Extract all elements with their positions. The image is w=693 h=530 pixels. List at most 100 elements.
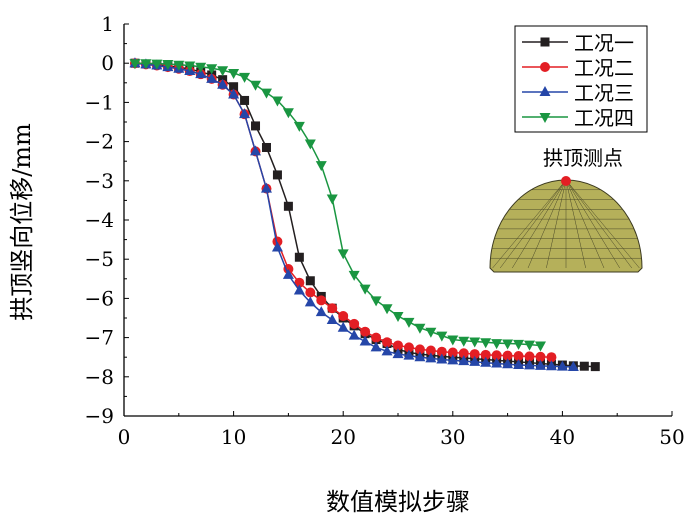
data-point (326, 194, 338, 205)
data-point (513, 351, 524, 362)
data-point (162, 59, 174, 70)
data-point (294, 252, 304, 262)
data-point (546, 352, 557, 363)
data-point (217, 78, 229, 89)
data-point (513, 339, 525, 350)
data-point (403, 349, 415, 360)
y-tick-label: −8 (85, 365, 114, 389)
data-point (458, 348, 469, 359)
data-point (392, 348, 404, 359)
data-point (195, 62, 207, 73)
data-point (250, 145, 262, 156)
data-point (304, 139, 316, 150)
data-point (151, 59, 163, 70)
data-point (480, 349, 491, 360)
data-point (480, 338, 492, 349)
data-point (436, 353, 448, 364)
data-point (535, 351, 546, 362)
data-point (502, 339, 514, 350)
data-point (436, 331, 448, 342)
data-point (469, 337, 481, 348)
legend-marker (539, 113, 551, 123)
data-point (337, 249, 349, 260)
mesh-line (565, 179, 640, 269)
data-point (590, 362, 600, 372)
y-tick-label: −3 (85, 169, 114, 193)
data-point (282, 108, 294, 119)
data-point (556, 360, 568, 371)
data-point (348, 270, 360, 281)
data-point (338, 311, 349, 322)
dome-inset: 拱顶测点 (489, 146, 643, 273)
data-point (140, 59, 152, 70)
series-3 (129, 57, 579, 371)
data-point (260, 88, 272, 99)
data-point (315, 306, 327, 317)
mesh-line (512, 179, 567, 269)
data-point (425, 345, 436, 356)
data-point (129, 59, 141, 70)
data-point (239, 72, 251, 83)
data-point (524, 351, 535, 362)
data-point (447, 354, 459, 365)
y-tick-label: −1 (85, 90, 114, 114)
data-point (359, 284, 371, 295)
data-point (567, 361, 579, 371)
data-point (240, 95, 250, 105)
y-tick-label: −4 (85, 208, 114, 232)
data-point (293, 284, 305, 295)
data-point (524, 359, 536, 370)
data-point (545, 360, 557, 371)
x-tick-label: 50 (659, 425, 684, 449)
data-point (403, 317, 415, 328)
x-tick-label: 0 (118, 425, 131, 449)
inset-label: 拱顶测点 (543, 146, 623, 170)
x-tick-label: 40 (550, 425, 575, 449)
data-point (305, 276, 315, 286)
data-point (425, 352, 437, 363)
data-point (251, 121, 261, 131)
data-point (282, 268, 294, 279)
data-point (458, 355, 470, 366)
data-point (315, 161, 327, 172)
series-line (134, 62, 541, 347)
data-point (502, 358, 514, 369)
y-tick-label: −5 (85, 247, 114, 271)
data-point (491, 339, 503, 350)
data-point (371, 332, 382, 343)
data-point (393, 340, 403, 351)
data-point (513, 359, 525, 370)
data-point (381, 304, 393, 315)
mesh-line (565, 179, 633, 269)
legend-box (514, 25, 648, 133)
data-point (229, 82, 239, 92)
data-point (392, 312, 404, 323)
mesh-line (565, 179, 605, 269)
data-point (195, 68, 207, 79)
data-point (524, 340, 536, 351)
data-point (272, 170, 282, 180)
data-point (206, 72, 218, 83)
y-axis-title: 拱顶竖向位移/mm (8, 123, 36, 321)
data-point (261, 142, 271, 152)
y-tick-label: −7 (85, 326, 114, 350)
data-point (414, 344, 425, 355)
data-point (360, 326, 371, 337)
data-point (414, 323, 426, 334)
data-point (228, 69, 240, 79)
data-point (217, 66, 229, 77)
data-point (382, 337, 393, 348)
data-point (458, 336, 470, 347)
data-point (327, 303, 338, 314)
data-point (370, 341, 382, 352)
data-point (469, 355, 481, 366)
data-point (294, 277, 305, 288)
data-point (283, 201, 293, 211)
data-point (414, 351, 426, 362)
data-point (206, 64, 218, 75)
data-point (370, 296, 382, 307)
mesh-line (565, 179, 586, 269)
x-tick-label: 10 (221, 425, 246, 449)
y-tick-label: −6 (85, 286, 114, 310)
